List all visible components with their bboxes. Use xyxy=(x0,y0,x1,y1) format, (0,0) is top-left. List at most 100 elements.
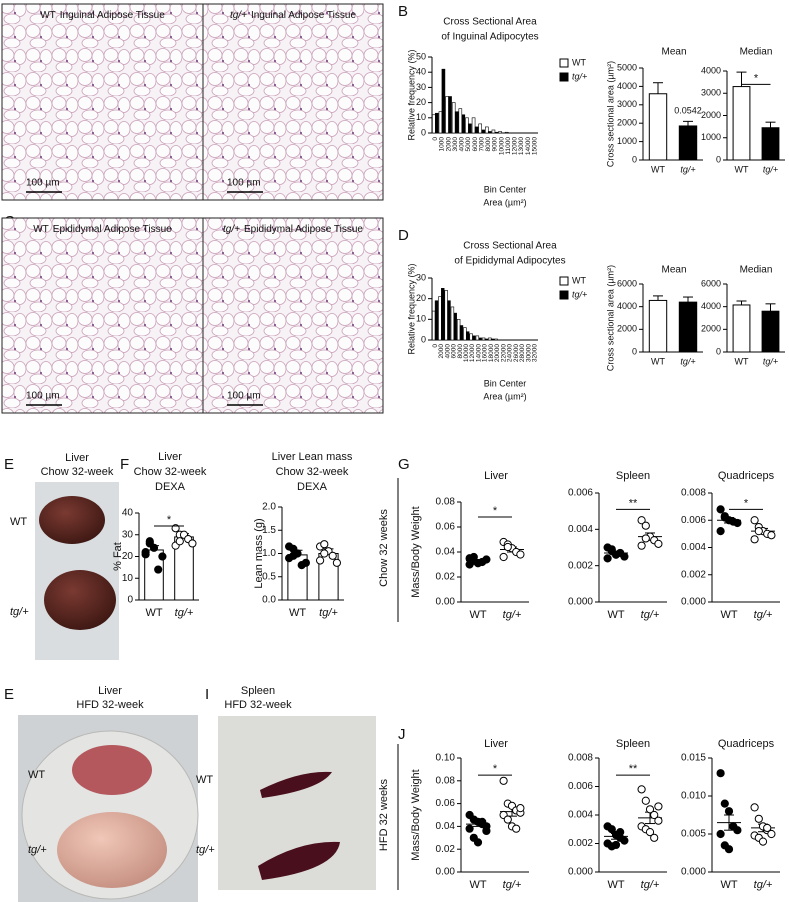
photo-liver-hfd xyxy=(18,715,199,902)
legend-label: WT xyxy=(572,57,586,67)
y-tick-label: 0 xyxy=(421,127,426,137)
panel-label: E xyxy=(4,456,14,473)
data-point xyxy=(175,537,184,546)
histogram-bar xyxy=(445,96,449,134)
histogram-bar xyxy=(488,131,492,134)
y-tick-label: 0 xyxy=(127,595,133,606)
chart-title: Chow 32-week xyxy=(134,466,207,478)
x-tick-label: 24000 xyxy=(507,344,514,362)
data-point xyxy=(750,516,759,525)
data-point xyxy=(650,810,659,820)
x-tick-label: WT xyxy=(289,607,306,619)
data-point xyxy=(637,785,646,794)
panel-label: G xyxy=(398,456,410,473)
y-tick-label: 0.06 xyxy=(436,522,456,533)
significance-label: * xyxy=(493,505,498,517)
y-tick-label: 2000 xyxy=(701,110,721,120)
legend-swatch xyxy=(559,72,569,82)
x-tick-label: 26000 xyxy=(513,344,520,362)
chart-title: DEXA xyxy=(297,481,328,493)
y-tick-label: 0.008 xyxy=(681,488,706,499)
x-tick-label: 2000 xyxy=(445,137,452,152)
x-tick-label: 6000 xyxy=(451,344,458,359)
image-caption: tg/+ Epididymal Adipose Tissue xyxy=(223,224,363,235)
x-tick-label: tg/+ xyxy=(503,609,522,621)
data-point xyxy=(503,542,512,552)
data-point xyxy=(611,840,621,850)
histogram-bar xyxy=(475,335,480,341)
histogram-bar xyxy=(484,338,489,341)
y-tick-label: 0 xyxy=(716,346,721,356)
histogram-bar xyxy=(474,126,479,134)
x-tick-label: 10000 xyxy=(463,344,470,362)
histogram-bar xyxy=(465,331,470,341)
chart-title: Quadriceps xyxy=(718,470,775,482)
y-tick-label: 0.006 xyxy=(568,781,593,792)
y-tick-label: 0.002 xyxy=(568,838,593,849)
photo-title: Liver xyxy=(65,452,89,464)
data-point xyxy=(316,556,325,565)
data-point xyxy=(720,513,729,522)
histogram-bar xyxy=(432,310,436,341)
data-point xyxy=(716,505,725,514)
chart-title: Liver xyxy=(484,470,508,482)
data-point xyxy=(650,833,659,842)
chart-title: Mean xyxy=(661,47,686,58)
data-point xyxy=(320,549,329,558)
bar xyxy=(648,299,668,353)
bar xyxy=(678,125,698,161)
significance-label: * xyxy=(167,514,172,526)
y-tick-label: 0.04 xyxy=(436,547,456,558)
y-tick-label: 20 xyxy=(122,551,134,562)
y-tick-label: 0.04 xyxy=(436,821,456,832)
data-point xyxy=(750,803,759,812)
photo-title: HFD 32-week xyxy=(224,699,292,711)
data-point xyxy=(716,527,725,536)
y-tick-label: 0.000 xyxy=(681,867,706,878)
data-point xyxy=(616,828,625,837)
data-point xyxy=(478,817,487,826)
y-tick-label: 0.000 xyxy=(568,867,593,878)
data-point xyxy=(158,552,167,561)
x-tick-label: WT xyxy=(735,164,749,174)
histogram-bar xyxy=(491,129,496,134)
x-tick-label: tg/+ xyxy=(503,879,522,891)
y-tick-label: 20 xyxy=(416,293,426,303)
data-point xyxy=(763,823,772,833)
x-axis-label: Area (µm²) xyxy=(483,197,526,207)
y-tick-label: 1.5 xyxy=(262,525,276,536)
scale-label: 100 µm xyxy=(26,391,60,402)
x-tick-label: tg/+ xyxy=(641,609,660,621)
y-axis-label: Mass/Body Weight xyxy=(410,506,422,598)
data-point xyxy=(154,565,163,574)
y-tick-label: 30 xyxy=(122,529,134,540)
caption-genotype: tg/+ xyxy=(230,10,247,21)
y-tick-label: 30 xyxy=(416,272,426,282)
bar xyxy=(648,93,668,161)
y-tick-label: 10 xyxy=(416,314,426,324)
y-tick-label: 0 xyxy=(632,346,637,356)
chart-title: Liver xyxy=(484,738,508,750)
panel-label: B xyxy=(398,3,408,20)
y-tick-label: 0.000 xyxy=(681,597,706,608)
photo-label: tg/+ xyxy=(196,844,215,856)
x-tick-label: tg/+ xyxy=(319,607,338,619)
x-tick-label: 32000 xyxy=(532,344,539,362)
photo-title: Liver xyxy=(98,685,122,697)
x-tick-label: 15000 xyxy=(531,137,538,155)
y-tick-label: 0.06 xyxy=(436,798,456,809)
x-tick-label: 11000 xyxy=(505,137,512,155)
image-caption: WT Epididymal Adipose Tissue xyxy=(33,224,172,235)
data-point xyxy=(645,828,655,837)
data-point xyxy=(620,552,629,561)
chart-title: Median xyxy=(740,265,773,276)
data-point xyxy=(637,516,646,525)
chart-title: Quadriceps xyxy=(718,738,775,750)
legend-swatch xyxy=(559,290,569,300)
y-tick-label: 0.006 xyxy=(568,488,593,499)
panel-label: I xyxy=(205,686,209,703)
y-axis-label: Relative frequency (%) xyxy=(406,49,416,140)
y-tick-label: 0.015 xyxy=(681,753,706,764)
data-point xyxy=(641,796,650,805)
histogram-bar xyxy=(438,296,442,341)
